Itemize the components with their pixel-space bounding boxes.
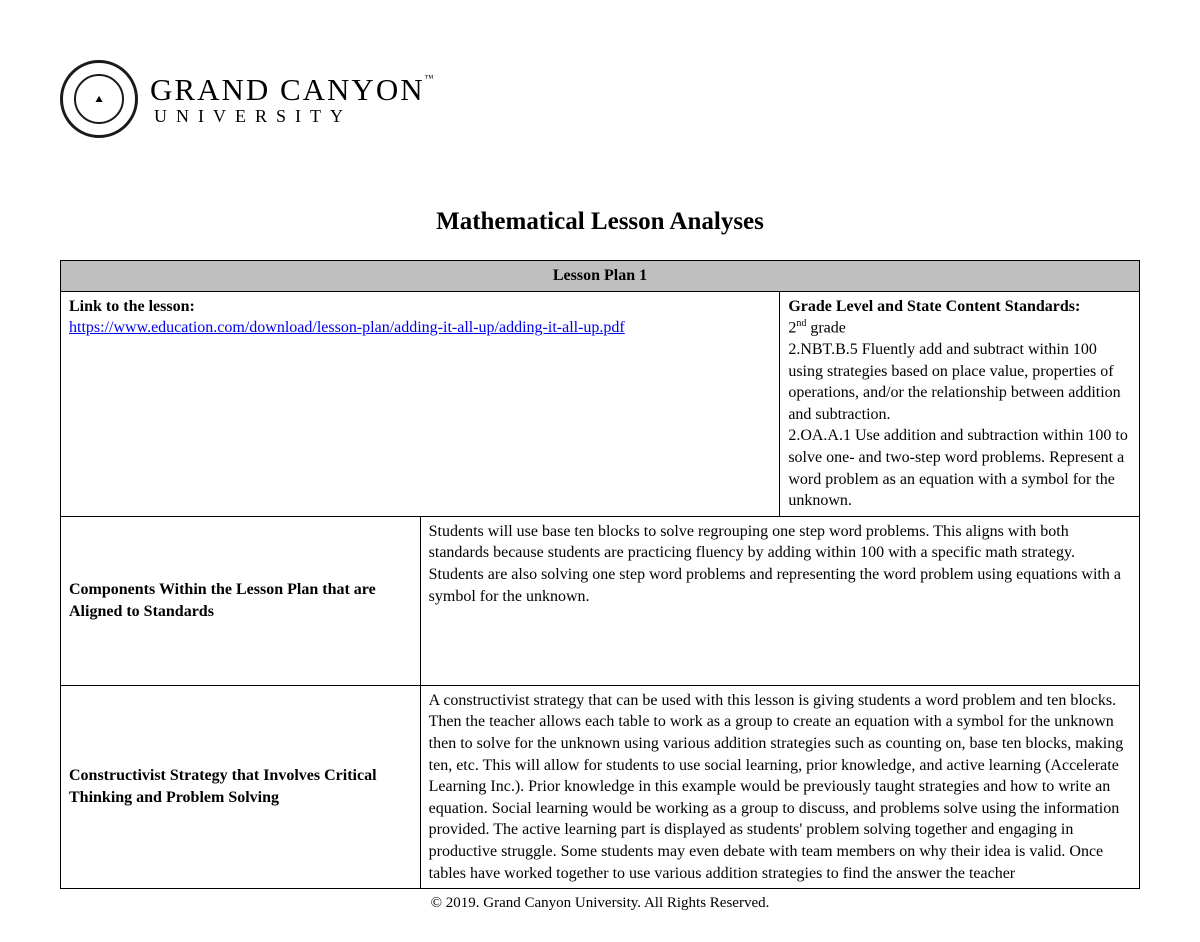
grade-level-b: grade (806, 320, 846, 337)
row-constructivist-label: Constructivist Strategy that Involves Cr… (61, 685, 421, 888)
university-text: GRAND CANYON™ UNIVERSITY (150, 74, 433, 125)
row-constructivist-body: A constructivist strategy that can be us… (420, 685, 1139, 888)
link-label: Link to the lesson: (69, 298, 195, 315)
university-logo: ⛰ GRAND CANYON™ UNIVERSITY (60, 60, 1140, 138)
table-header: Lesson Plan 1 (61, 261, 1140, 292)
copyright-footer: © 2019. Grand Canyon University. All Rig… (60, 895, 1140, 912)
grade-level-sup: nd (796, 318, 806, 329)
lesson-link[interactable]: https://www.education.com/download/lesso… (69, 319, 625, 336)
university-subtitle: UNIVERSITY (154, 107, 433, 125)
document-title: Mathematical Lesson Analyses (60, 208, 1140, 236)
standard-1: 2.NBT.B.5 Fluently add and subtract with… (788, 341, 1120, 423)
standard-2: 2.OA.A.1 Use addition and subtraction wi… (788, 427, 1128, 509)
university-name: GRAND CANYON (150, 72, 425, 107)
document-page: ⛰ GRAND CANYON™ UNIVERSITY Mathematical … (0, 0, 1200, 942)
seal-glyph: ⛰ (95, 94, 103, 105)
university-seal-icon: ⛰ (60, 60, 138, 138)
seal-inner-icon: ⛰ (74, 74, 124, 124)
standards-cell: Grade Level and State Content Standards:… (780, 291, 1140, 516)
row-components-label: Components Within the Lesson Plan that a… (61, 516, 421, 685)
grade-label: Grade Level and State Content Standards: (788, 298, 1080, 315)
lesson-table: Lesson Plan 1 Link to the lesson: https:… (60, 260, 1140, 889)
link-cell: Link to the lesson: https://www.educatio… (61, 291, 780, 516)
row-components-body: Students will use base ten blocks to sol… (420, 516, 1139, 685)
trademark-icon: ™ (425, 73, 434, 83)
